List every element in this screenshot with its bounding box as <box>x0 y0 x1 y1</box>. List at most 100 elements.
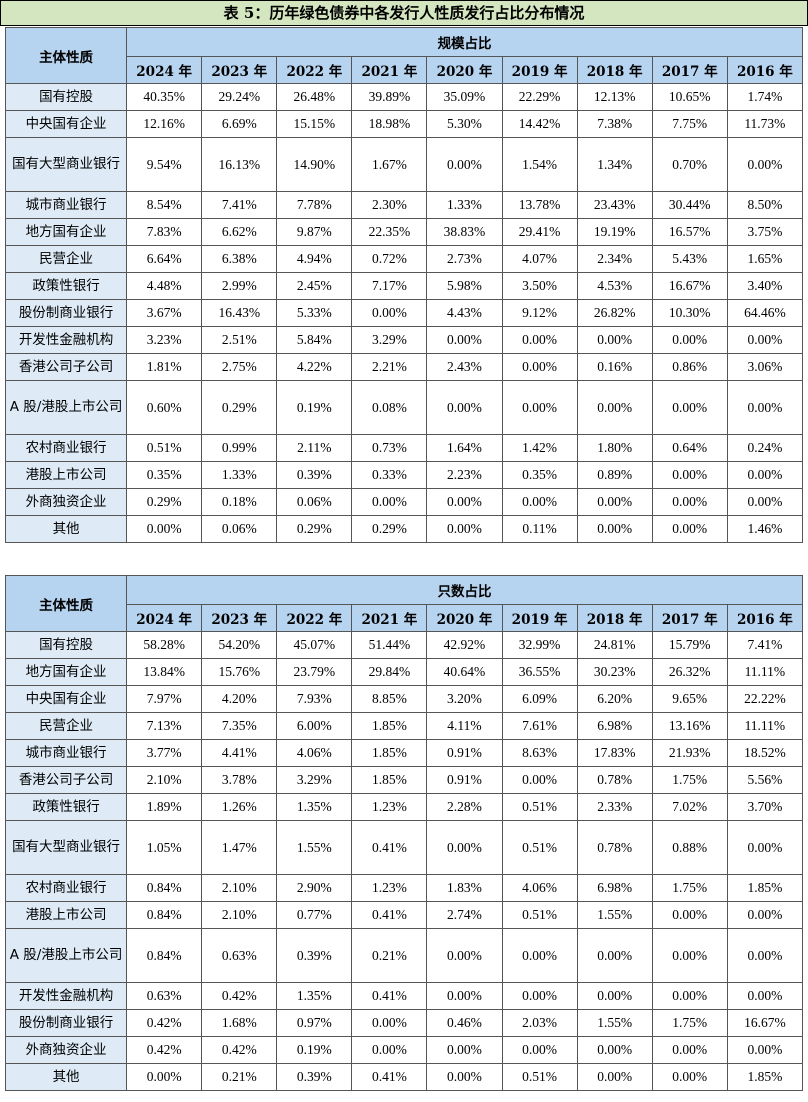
table-cell: 29.84% <box>351 658 428 686</box>
year-header: 2024 年 <box>126 604 203 632</box>
table-cell: 1.35% <box>276 982 353 1010</box>
table-cell: 0.46% <box>426 1009 503 1037</box>
table-cell: 1.80% <box>576 434 653 462</box>
row-label: 城市商业银行 <box>4 739 128 767</box>
table-cell: 11.11% <box>726 658 804 686</box>
table-cell: 0.00% <box>651 515 728 543</box>
table-cell: 8.85% <box>351 685 428 713</box>
table-cell: 5.56% <box>726 766 804 794</box>
table-cell: 4.06% <box>276 739 353 767</box>
table-cell: 0.51% <box>501 793 578 821</box>
table-cell: 2.90% <box>276 874 353 902</box>
table-cell: 4.94% <box>276 245 353 273</box>
table-cell: 1.23% <box>351 793 428 821</box>
row-label: 政策性银行 <box>4 793 128 821</box>
table-cell: 4.41% <box>201 739 278 767</box>
table-cell: 0.00% <box>426 928 503 983</box>
table-cell: 0.00% <box>576 326 653 354</box>
table-cell: 0.35% <box>126 461 203 489</box>
table-cell: 0.00% <box>726 380 804 435</box>
table-cell: 0.00% <box>726 1036 804 1064</box>
table-cell: 5.33% <box>276 299 353 327</box>
row-label: 香港公司子公司 <box>4 353 128 381</box>
table-cell: 6.64% <box>126 245 203 273</box>
table-row: 城市商业银行 8.54% 7.41% 7.78% 2.30% 1.33% 13.78% 23.… <box>4 191 804 219</box>
table-row: 其他 0.00% 0.21% 0.39% 0.41% 0.00% 0.51% 0.00% 0.0… <box>4 1063 804 1091</box>
table-cell: 1.75% <box>651 874 728 902</box>
table-cell: 1.75% <box>651 766 728 794</box>
table-cell: 64.46% <box>726 299 804 327</box>
table-cell: 6.20% <box>576 685 653 713</box>
table-cell: 0.00% <box>726 982 804 1010</box>
table-cell: 0.19% <box>276 1036 353 1064</box>
table-cell: 0.00% <box>576 380 653 435</box>
table-cell: 0.21% <box>351 928 428 983</box>
table-cell: 2.75% <box>201 353 278 381</box>
table-cell: 9.87% <box>276 218 353 246</box>
table-row: 港股上市公司 0.84% 2.10% 0.77% 0.41% 2.74% 0.51% 1.55… <box>4 901 804 929</box>
table-cell: 4.43% <box>426 299 503 327</box>
table-cell: 4.11% <box>426 712 503 740</box>
table-cell: 2.21% <box>351 353 428 381</box>
table-cell: 51.44% <box>351 631 428 659</box>
table-cell: 8.50% <box>726 191 804 219</box>
table-row: 中央国有企业 12.16% 6.69% 15.15% 18.98% 5.30% 14.42%… <box>4 110 804 138</box>
table-cell: 16.67% <box>726 1009 804 1037</box>
table-cell: 22.22% <box>726 685 804 713</box>
table-cell: 0.51% <box>501 901 578 929</box>
table-cell: 14.42% <box>501 110 578 138</box>
table-row: 农村商业银行 0.51% 0.99% 2.11% 0.73% 1.64% 1.42% 1.80… <box>4 434 804 462</box>
table-cell: 1.35% <box>276 793 353 821</box>
table-cell: 58.28% <box>126 631 203 659</box>
table-cell: 16.67% <box>651 272 728 300</box>
table-cell: 23.79% <box>276 658 353 686</box>
table-row: 国有大型商业银行 9.54% 16.13% 14.90% 1.67% 0.00% 1.54%… <box>4 137 804 192</box>
table-cell: 2.10% <box>201 874 278 902</box>
row-label: 中央国有企业 <box>4 685 128 713</box>
table-cell: 38.83% <box>426 218 503 246</box>
table-cell: 0.86% <box>651 353 728 381</box>
table-cell: 1.33% <box>201 461 278 489</box>
table-cell: 0.00% <box>426 1036 503 1064</box>
table-cell: 1.85% <box>351 766 428 794</box>
table-cell: 16.57% <box>651 218 728 246</box>
group-header-scale: 规模占比 <box>126 27 803 57</box>
table-row: 政策性银行 1.89% 1.26% 1.35% 1.23% 2.28% 0.51% 2.33%… <box>4 793 804 821</box>
table-cell: 0.00% <box>426 488 503 516</box>
table-cell: 0.00% <box>726 901 804 929</box>
group-header-count: 只数占比 <box>126 575 803 605</box>
table-cell: 0.06% <box>276 488 353 516</box>
table-cell: 5.84% <box>276 326 353 354</box>
table-cell: 0.00% <box>501 380 578 435</box>
table-cell: 8.63% <box>501 739 578 767</box>
table-cell: 6.09% <box>501 685 578 713</box>
table-cell: 0.00% <box>576 1036 653 1064</box>
table-cell: 0.39% <box>276 1063 353 1091</box>
table-cell: 1.05% <box>126 820 203 875</box>
table-cell: 1.74% <box>726 83 804 111</box>
table-cell: 0.00% <box>501 982 578 1010</box>
table-cell: 1.54% <box>501 137 578 192</box>
table-row: 农村商业银行 0.84% 2.10% 2.90% 1.23% 1.83% 4.06% 6.98… <box>4 874 804 902</box>
table-cell: 7.61% <box>501 712 578 740</box>
table-cell: 0.89% <box>576 461 653 489</box>
table-row: A 股/港股上市公司 0.60% 0.29% 0.19% 0.08% 0.00% 0.00%… <box>4 380 804 435</box>
row-label: 国有控股 <box>4 631 128 659</box>
table-row: 香港公司子公司 1.81% 2.75% 4.22% 2.21% 2.43% 0.00% 0.1… <box>4 353 804 381</box>
table-cell: 39.89% <box>351 83 428 111</box>
table-cell: 1.42% <box>501 434 578 462</box>
table-cell: 0.91% <box>426 766 503 794</box>
table-cell: 1.68% <box>201 1009 278 1037</box>
row-label: 其他 <box>4 515 128 543</box>
table-cell: 0.00% <box>726 928 804 983</box>
table-cell: 2.73% <box>426 245 503 273</box>
corner-header: 主体性质 <box>4 575 128 632</box>
table-cell: 0.42% <box>201 982 278 1010</box>
table-cell: 0.00% <box>351 1009 428 1037</box>
table-cell: 1.23% <box>351 874 428 902</box>
row-label: 开发性金融机构 <box>4 982 128 1010</box>
table-cell: 54.20% <box>201 631 278 659</box>
table-cell: 30.44% <box>651 191 728 219</box>
table-cell: 6.98% <box>576 874 653 902</box>
table-cell: 6.38% <box>201 245 278 273</box>
